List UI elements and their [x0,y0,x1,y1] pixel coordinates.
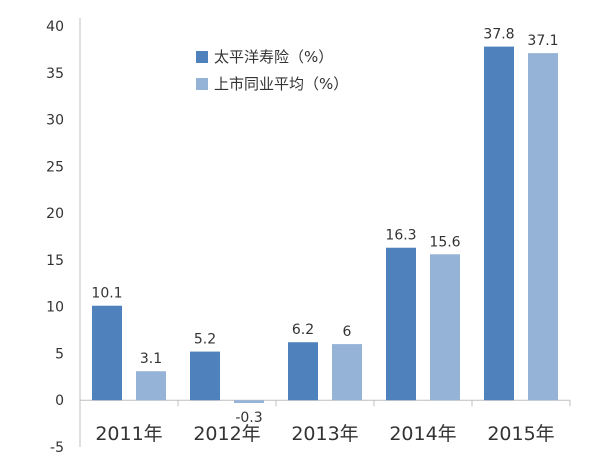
y-tick-label-4: 15 [46,253,64,269]
bars [92,46,558,404]
bar-s1-0 [92,305,122,401]
y-axis: -5 0 5 10 15 20 25 30 35 40 [46,18,81,456]
legend-label-1: 太平洋寿险（%） [214,48,333,66]
y-tick-label-7: 30 [46,113,64,129]
bar-s2-0 [136,371,166,401]
legend-swatch-2 [196,78,208,90]
data-label-s2-4: 37.1 [527,33,558,49]
y-tick-label-8: 35 [46,66,64,82]
bar-s1-3 [386,247,416,401]
bar-s2-4 [528,53,558,401]
x-category-label-1: 2012年 [193,423,260,445]
x-category-label-2: 2013年 [291,423,358,445]
legend-swatch-1 [196,51,208,63]
bar-s1-2 [288,342,318,401]
y-tick-label-1: 0 [55,393,64,409]
bar-s1-1 [190,351,220,401]
bar-s2-1 [234,400,264,404]
data-label-s1-0: 10.1 [91,286,122,302]
data-label-s1-3: 16.3 [385,228,416,244]
data-label-s1-1: 5.2 [194,332,216,348]
y-tick-label-6: 25 [46,159,64,175]
data-label-s2-1: -0.3 [235,410,262,426]
data-label-s1-2: 6.2 [292,322,314,338]
bar-s2-2 [332,344,362,401]
bar-s1-4 [484,46,514,401]
x-category-label-3: 2014年 [389,423,456,445]
y-tick-label-9: 40 [46,19,64,35]
data-label-s2-0: 3.1 [140,351,162,367]
y-tick-label-0: -5 [50,440,64,456]
x-axis: 2011年 2012年 2013年 2014年 2015年 [79,399,571,445]
x-category-label-4: 2015年 [487,423,554,445]
y-tick-label-5: 20 [46,206,64,222]
data-labels: 10.1 3.1 5.2 -0.3 6.2 6 16.3 15.6 37.8 37.1 [91,27,558,427]
data-label-s2-3: 15.6 [429,234,460,250]
legend: 太平洋寿险（%） 上市同业平均（%） [196,48,348,93]
data-label-s1-4: 37.8 [483,27,514,43]
bar-s2-3 [430,254,460,401]
data-label-s2-2: 6 [343,324,352,340]
x-category-label-0: 2011年 [95,423,162,445]
legend-label-2: 上市同业平均（%） [214,75,348,93]
y-tick-label-3: 10 [46,300,64,316]
y-tick-label-2: 5 [55,346,64,362]
